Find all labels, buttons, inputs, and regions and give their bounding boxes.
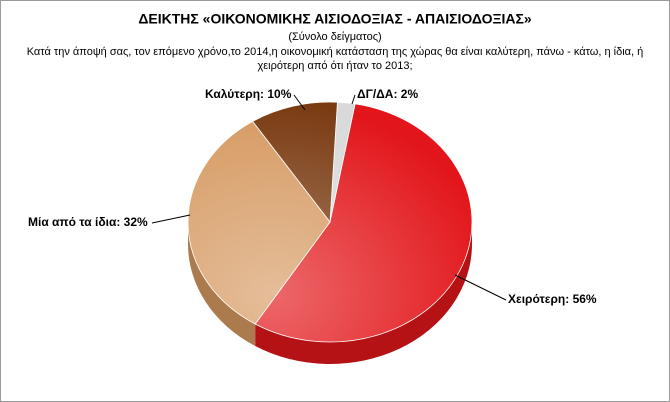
data-label: Μία από τα ίδια: 32% (28, 215, 148, 229)
question: Κατά την άποψή σας, τον επόμενο χρόνο,το… (27, 46, 644, 58)
data-label: ΔΓ/ΔΑ: 2% (357, 87, 418, 101)
data-label: Χειρότερη: 56% (508, 292, 597, 306)
leader-line (293, 94, 306, 111)
data-label: Καλύτερη: 10% (205, 87, 292, 101)
leader-line (151, 214, 191, 224)
leader-line (351, 94, 356, 105)
subtitle: (Σύνολο δείγματος) (288, 31, 381, 43)
chart-title: ΔΕΙΚΤΗΣ «ΟΙΚΟΝΟΜΙΚΗΣ ΑΙΣΙΟΔΟΞΙΑΣ - ΑΠΑΙΣ… (138, 11, 532, 27)
question: χειρότερη από ότι ήταν το 2013; (257, 60, 412, 72)
leader-line (454, 274, 507, 301)
